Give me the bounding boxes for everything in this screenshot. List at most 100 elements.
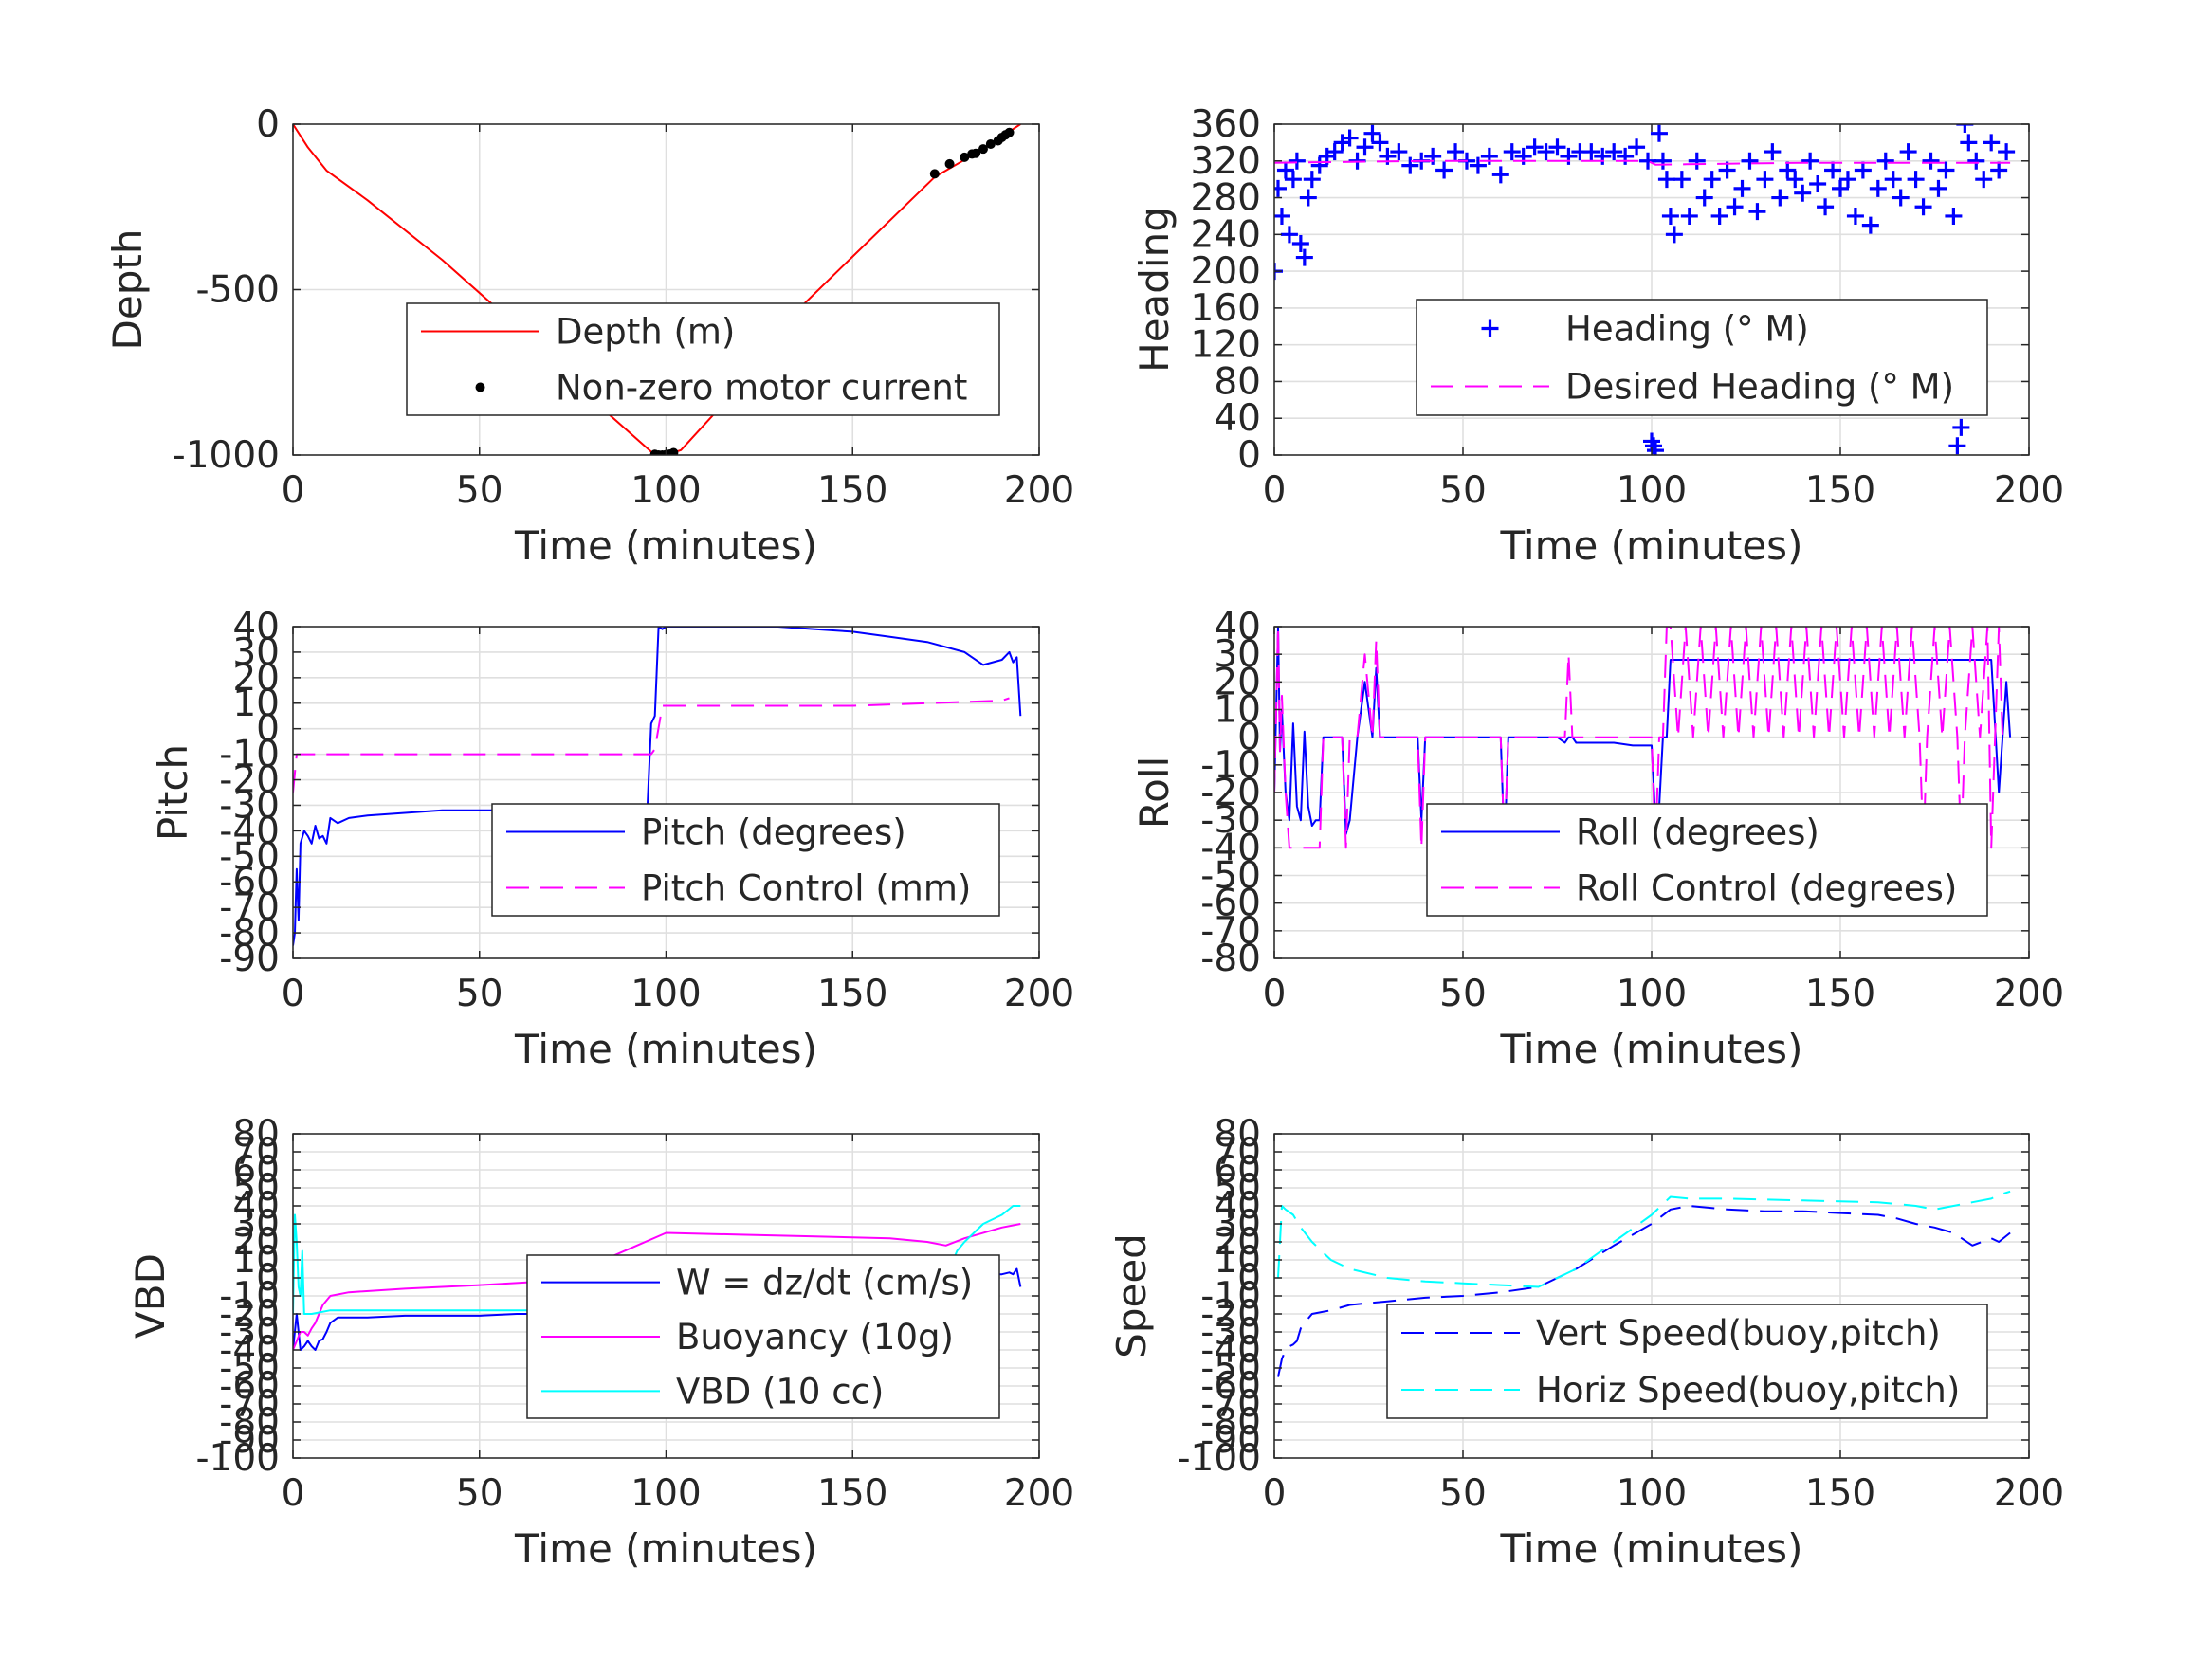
data-point — [1447, 143, 1465, 161]
y-tick-label: 20 — [232, 1221, 280, 1264]
x-tick-label: 100 — [1617, 469, 1687, 512]
y-tick-label: 0 — [1237, 1257, 1261, 1300]
plot-area — [293, 124, 1021, 455]
data-point — [1703, 171, 1721, 189]
legend-box — [491, 803, 1000, 917]
y-tick-label: 40 — [1214, 1185, 1261, 1228]
legend-label: Buoyancy (10g) — [676, 1317, 954, 1358]
y-tick-label: -70 — [1200, 910, 1261, 953]
y-tick-label: -30 — [1200, 799, 1261, 842]
data-point — [1605, 143, 1623, 161]
plot-area — [1274, 124, 2016, 455]
y-tick-label: -60 — [1200, 883, 1261, 925]
data-point — [1948, 437, 1966, 455]
x-tick-label: 0 — [282, 1472, 305, 1515]
x-tick-label: 150 — [817, 973, 887, 1015]
y-tick-label: -40 — [1200, 1329, 1261, 1372]
x-axis-label: Time (minutes) — [514, 1026, 817, 1072]
y-tick-label: -20 — [219, 1293, 280, 1336]
y-tick-label: 200 — [1191, 250, 1261, 293]
data-point — [1937, 161, 1955, 179]
chart-panel-5: 0 50 100 150 20080706050403020100-10-20-30-4… — [1108, 1113, 2064, 1572]
y-tick-label: -70 — [219, 886, 280, 929]
data-point — [1480, 147, 1498, 165]
legend: Depth (m) Non-zero motor current — [406, 302, 1000, 416]
data-point — [1310, 156, 1328, 174]
data-point — [1284, 171, 1302, 189]
data-point — [1710, 207, 1728, 225]
data-point — [1809, 175, 1827, 193]
y-tick-label: 70 — [1214, 1131, 1261, 1174]
y-tick-label: -30 — [1200, 1311, 1261, 1354]
y-tick-label: -100 — [195, 1437, 280, 1480]
y-axis-label: Heading — [1131, 207, 1178, 373]
chart-panel-4: 0 50 100 150 20080706050403020100-10-20-30-4… — [127, 1113, 1074, 1572]
data-point — [1975, 171, 1993, 189]
data-point — [1628, 138, 1646, 156]
y-tick-label: 40 — [232, 606, 280, 648]
x-tick-label: 50 — [456, 1472, 503, 1515]
y-tick-label: -100 — [1177, 1437, 1261, 1480]
data-point — [1356, 138, 1374, 156]
y-tick-label: 20 — [232, 657, 280, 700]
data-point — [1299, 189, 1317, 207]
y-tick-label: 20 — [1214, 1221, 1261, 1264]
y-tick-label: -80 — [1200, 1401, 1261, 1444]
data-point — [929, 169, 940, 179]
legend: W = dz/dt (cm/s) Buoyancy (10g) VBD (10 cc… — [526, 1254, 1000, 1419]
data-point — [1779, 161, 1797, 179]
x-tick-label: 200 — [1004, 1472, 1074, 1515]
data-point — [1325, 143, 1344, 161]
data-point — [1695, 189, 1713, 207]
x-tick-label: 150 — [817, 1472, 887, 1515]
series-line-1 — [1274, 627, 2004, 849]
data-point — [1646, 442, 1664, 455]
y-tick-label: -20 — [1200, 1293, 1261, 1336]
data-point — [1291, 235, 1309, 253]
y-tick-label: -30 — [219, 1311, 280, 1354]
data-point — [978, 144, 988, 155]
data-point — [1303, 171, 1321, 189]
y-tick-label: -80 — [1200, 938, 1261, 980]
y-tick-label: -90 — [1200, 1419, 1261, 1462]
legend-box — [1426, 803, 1988, 917]
y-tick-label: -20 — [1200, 772, 1261, 814]
y-tick-label: 160 — [1191, 287, 1261, 330]
x-tick-label: 100 — [631, 973, 701, 1015]
data-point — [1537, 143, 1555, 161]
data-point — [971, 148, 981, 158]
data-point — [1914, 198, 1932, 216]
x-tick-label: 150 — [817, 469, 887, 512]
data-point — [1560, 147, 1578, 165]
data-point — [1945, 207, 1963, 225]
y-tick-label: -10 — [219, 734, 280, 776]
data-point — [1435, 161, 1453, 179]
legend-marker — [1481, 319, 1499, 337]
legend-label: Horiz Speed(buoy,pitch) — [1536, 1370, 1960, 1411]
legend-label: Roll (degrees) — [1576, 812, 1819, 853]
chart-panel-1: 0 50 100 150 20004080120160200240280320360Ti… — [1131, 103, 2064, 569]
y-axis-label: Roll — [1131, 757, 1178, 829]
data-point — [1341, 129, 1359, 147]
x-tick-label: 50 — [456, 469, 503, 512]
data-point — [1967, 152, 1985, 170]
y-tick-label: -60 — [219, 861, 280, 903]
data-point — [1617, 147, 1635, 165]
x-tick-label: 100 — [1617, 1472, 1687, 1515]
y-tick-label: -60 — [219, 1365, 280, 1408]
y-tick-label: 60 — [1214, 1149, 1261, 1192]
data-point — [1929, 179, 1947, 197]
y-tick-label: 30 — [1214, 633, 1261, 676]
data-point — [985, 138, 996, 149]
data-point — [1832, 179, 1849, 197]
data-point — [1922, 152, 1940, 170]
data-point — [1838, 171, 1856, 189]
y-axis-label: Speed — [1108, 1233, 1155, 1358]
data-point — [1892, 189, 1910, 207]
x-tick-label: 200 — [1004, 973, 1074, 1015]
x-tick-label: 150 — [1805, 973, 1875, 1015]
y-tick-label: 40 — [1214, 397, 1261, 440]
data-point — [1794, 184, 1812, 202]
y-tick-label: 10 — [232, 1239, 280, 1282]
data-point — [1817, 198, 1835, 216]
